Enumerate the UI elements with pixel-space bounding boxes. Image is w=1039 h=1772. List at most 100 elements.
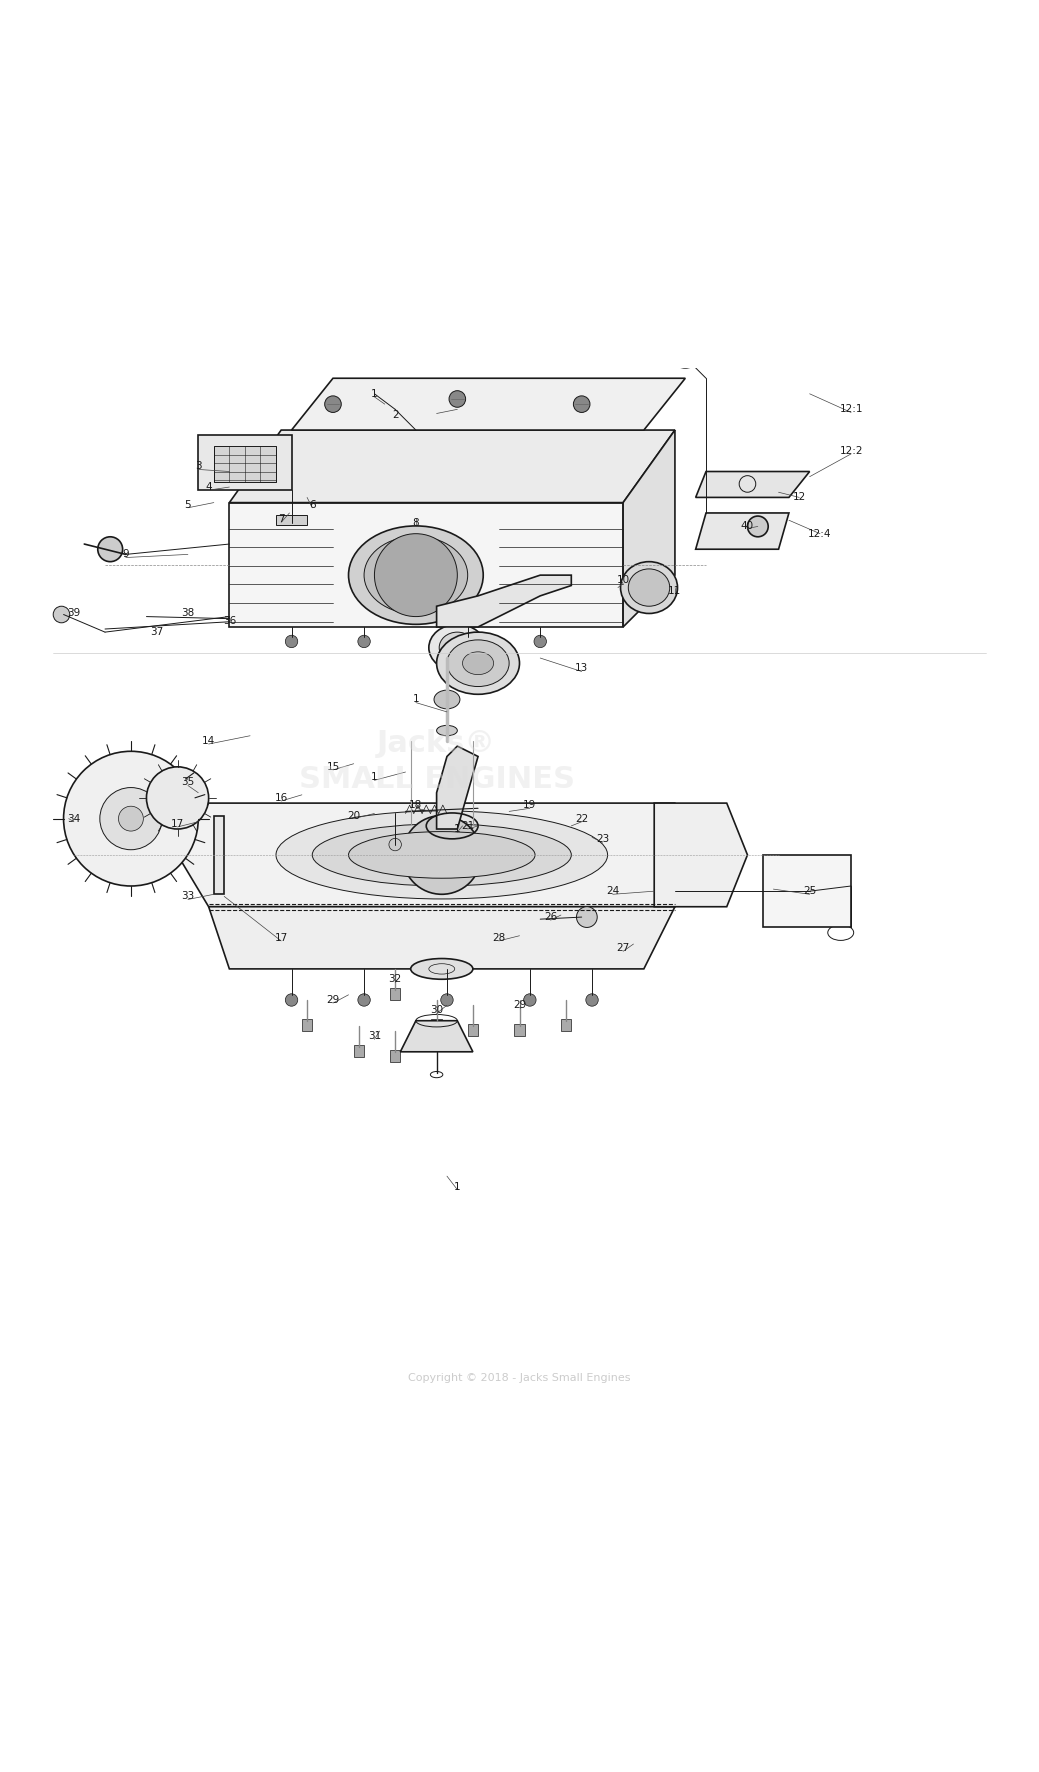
Polygon shape <box>696 471 809 498</box>
Text: 29: 29 <box>513 999 526 1010</box>
Circle shape <box>118 806 143 831</box>
Text: 8: 8 <box>412 519 419 528</box>
Text: 35: 35 <box>181 778 194 787</box>
Polygon shape <box>436 746 478 829</box>
Polygon shape <box>178 803 707 907</box>
Polygon shape <box>696 512 789 549</box>
Circle shape <box>357 634 370 649</box>
Text: 12:1: 12:1 <box>840 404 862 415</box>
Text: 20: 20 <box>347 810 361 820</box>
Text: 5: 5 <box>185 500 191 510</box>
Text: 31: 31 <box>368 1031 381 1042</box>
Text: 39: 39 <box>68 608 81 618</box>
Circle shape <box>63 751 198 886</box>
Text: 7: 7 <box>277 514 285 525</box>
Ellipse shape <box>313 824 571 886</box>
Polygon shape <box>292 377 686 431</box>
Ellipse shape <box>276 812 608 898</box>
Bar <box>431 1019 442 1031</box>
Circle shape <box>286 634 298 649</box>
Bar <box>302 1019 313 1031</box>
Polygon shape <box>763 854 851 927</box>
Circle shape <box>100 787 162 851</box>
Text: 1: 1 <box>454 1182 460 1191</box>
Text: 21: 21 <box>461 820 475 831</box>
Circle shape <box>524 994 536 1006</box>
Text: 37: 37 <box>151 627 163 638</box>
Text: 1: 1 <box>454 824 460 835</box>
Polygon shape <box>214 815 224 895</box>
Polygon shape <box>209 907 675 969</box>
Text: 40: 40 <box>741 521 754 532</box>
Circle shape <box>461 634 474 649</box>
Bar <box>561 1019 571 1031</box>
Ellipse shape <box>429 624 486 672</box>
Text: 25: 25 <box>803 886 817 897</box>
Text: 3: 3 <box>195 461 202 471</box>
Bar <box>353 1044 364 1056</box>
Bar <box>468 1024 478 1037</box>
Circle shape <box>423 836 460 874</box>
Ellipse shape <box>436 633 520 695</box>
Text: 6: 6 <box>309 500 316 510</box>
Polygon shape <box>436 576 571 627</box>
Text: 28: 28 <box>492 932 505 943</box>
Ellipse shape <box>436 725 457 735</box>
Text: 1: 1 <box>412 695 419 705</box>
Circle shape <box>747 516 768 537</box>
Circle shape <box>586 994 598 1006</box>
Text: Jacks®
SMALL ENGINES: Jacks® SMALL ENGINES <box>298 730 575 794</box>
Text: 23: 23 <box>595 835 609 845</box>
Text: 29: 29 <box>326 996 340 1005</box>
Text: 38: 38 <box>181 608 194 618</box>
Text: 30: 30 <box>430 1005 444 1015</box>
Text: 12:4: 12:4 <box>808 528 832 539</box>
Circle shape <box>449 390 465 408</box>
Ellipse shape <box>364 537 468 613</box>
Circle shape <box>98 537 123 562</box>
Text: 34: 34 <box>68 813 81 824</box>
Text: 11: 11 <box>668 587 682 595</box>
Text: 17: 17 <box>171 819 184 829</box>
Polygon shape <box>623 431 675 627</box>
Circle shape <box>402 815 481 895</box>
Circle shape <box>146 767 209 829</box>
Text: 15: 15 <box>326 762 340 773</box>
Text: 26: 26 <box>544 913 557 921</box>
Text: 18: 18 <box>409 801 423 810</box>
Text: 1: 1 <box>371 773 378 781</box>
Polygon shape <box>198 436 292 491</box>
Text: 22: 22 <box>575 813 588 824</box>
Text: 13: 13 <box>575 663 588 673</box>
Circle shape <box>441 994 453 1006</box>
Text: 1: 1 <box>371 388 378 399</box>
Text: 16: 16 <box>274 792 288 803</box>
Bar <box>390 987 400 999</box>
Polygon shape <box>655 803 747 907</box>
Text: 17: 17 <box>274 932 288 943</box>
Circle shape <box>577 907 597 927</box>
Text: 14: 14 <box>202 735 215 746</box>
Ellipse shape <box>348 831 535 879</box>
Text: 2: 2 <box>392 409 399 420</box>
Bar <box>214 445 276 482</box>
Ellipse shape <box>434 689 460 709</box>
Text: 9: 9 <box>123 549 129 560</box>
Ellipse shape <box>439 633 476 663</box>
Text: 33: 33 <box>181 891 194 902</box>
Circle shape <box>534 634 547 649</box>
Circle shape <box>677 344 694 361</box>
Bar <box>390 1049 400 1061</box>
Circle shape <box>53 606 70 622</box>
Circle shape <box>670 337 701 369</box>
Ellipse shape <box>629 569 670 606</box>
Text: 32: 32 <box>389 975 402 983</box>
Circle shape <box>389 838 401 851</box>
Ellipse shape <box>410 959 473 980</box>
Circle shape <box>357 994 370 1006</box>
Ellipse shape <box>447 640 509 686</box>
Ellipse shape <box>348 526 483 624</box>
Text: 10: 10 <box>616 576 630 585</box>
Text: 27: 27 <box>616 943 630 953</box>
Circle shape <box>286 994 298 1006</box>
